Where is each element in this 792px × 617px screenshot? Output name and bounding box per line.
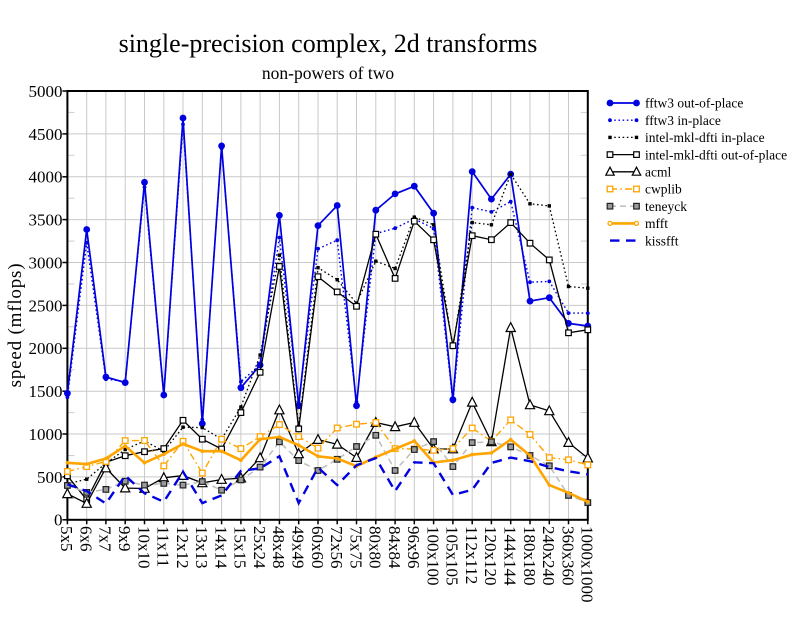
svg-text:12x12: 12x12 [173, 526, 192, 569]
svg-text:acml: acml [645, 165, 671, 180]
svg-text:105x105: 105x105 [443, 526, 462, 586]
svg-text:10x10: 10x10 [134, 526, 153, 569]
svg-text:60x60: 60x60 [308, 526, 327, 569]
svg-text:3500: 3500 [29, 211, 63, 230]
svg-text:180x180: 180x180 [520, 526, 539, 586]
svg-text:teneyck: teneyck [645, 199, 687, 214]
svg-text:4500: 4500 [29, 125, 63, 144]
svg-text:1000x1000: 1000x1000 [578, 526, 597, 603]
svg-text:72x56: 72x56 [327, 526, 346, 569]
svg-text:500: 500 [37, 468, 63, 487]
svg-text:mfft: mfft [645, 216, 668, 231]
svg-text:0: 0 [54, 511, 63, 530]
svg-text:6x6: 6x6 [77, 526, 96, 552]
svg-text:112x112: 112x112 [462, 526, 481, 584]
svg-text:2500: 2500 [29, 296, 63, 315]
svg-text:3000: 3000 [29, 253, 63, 272]
svg-text:1500: 1500 [29, 382, 63, 401]
svg-text:4000: 4000 [29, 168, 63, 187]
svg-text:kissfft: kissfft [645, 233, 679, 248]
svg-text:speed (mflops): speed (mflops) [5, 263, 26, 388]
svg-text:11x11: 11x11 [154, 526, 173, 567]
svg-text:25x24: 25x24 [250, 526, 269, 569]
svg-text:intel-mkl-dfti out-of-place: intel-mkl-dfti out-of-place [645, 147, 787, 162]
svg-text:fftw3 in-place: fftw3 in-place [645, 113, 721, 128]
svg-text:360x360: 360x360 [558, 526, 577, 586]
svg-text:cwplib: cwplib [645, 182, 682, 197]
svg-text:14x14: 14x14 [211, 526, 230, 569]
svg-text:5000: 5000 [29, 82, 63, 101]
svg-text:120x120: 120x120 [481, 526, 500, 586]
svg-text:96x96: 96x96 [404, 526, 423, 569]
svg-text:100x100: 100x100 [423, 526, 442, 586]
svg-text:intel-mkl-dfti in-place: intel-mkl-dfti in-place [645, 130, 765, 145]
svg-text:49x49: 49x49 [289, 526, 308, 569]
svg-text:240x240: 240x240 [539, 526, 558, 586]
svg-text:84x84: 84x84 [385, 526, 404, 569]
svg-text:single-precision complex, 2d t: single-precision complex, 2d transforms [119, 29, 538, 58]
svg-text:48x48: 48x48 [269, 526, 288, 569]
svg-text:15x15: 15x15 [231, 526, 250, 569]
svg-text:144x144: 144x144 [501, 526, 520, 586]
svg-text:fftw3 out-of-place: fftw3 out-of-place [645, 96, 743, 111]
svg-text:13x13: 13x13 [192, 526, 211, 569]
svg-text:5x5: 5x5 [57, 526, 76, 552]
svg-text:80x80: 80x80 [366, 526, 385, 569]
svg-text:non-powers of two: non-powers of two [262, 63, 394, 83]
svg-text:1000: 1000 [29, 425, 63, 444]
svg-text:9x9: 9x9 [115, 526, 134, 552]
svg-text:2000: 2000 [29, 339, 63, 358]
svg-text:7x7: 7x7 [96, 526, 115, 552]
svg-text:75x75: 75x75 [346, 526, 365, 569]
